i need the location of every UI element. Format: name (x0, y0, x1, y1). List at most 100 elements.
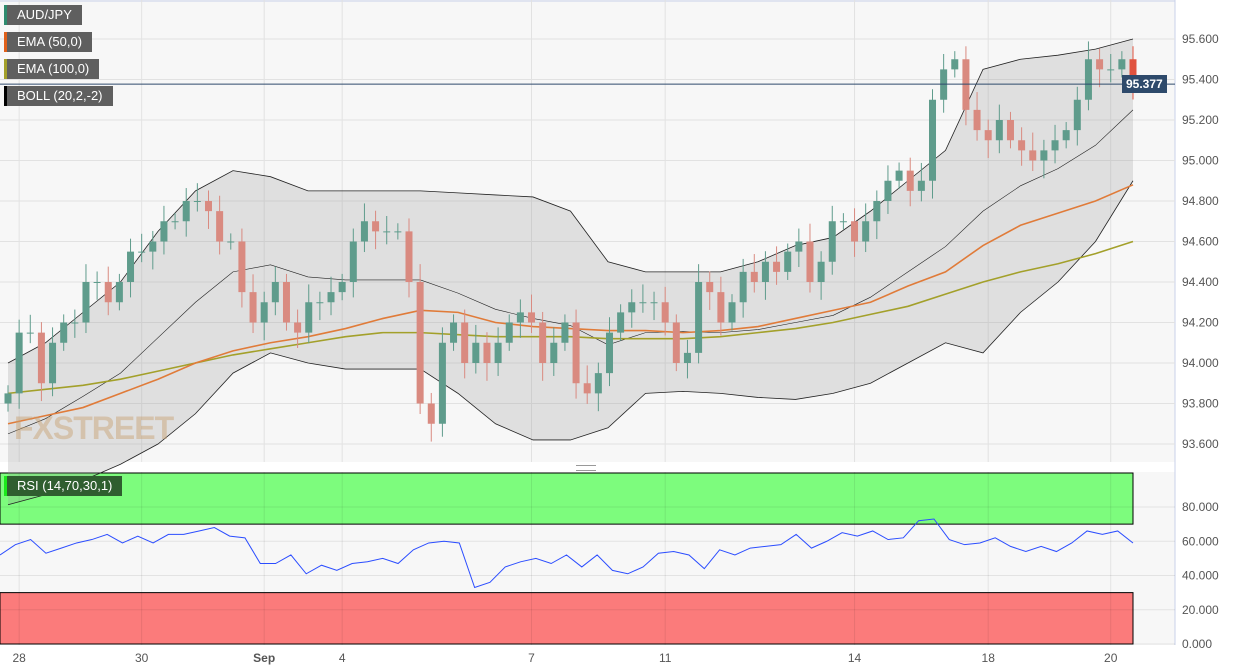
candle-body (93, 282, 101, 283)
y-tick-label: 95.600 (1182, 32, 1219, 46)
candle-body (505, 322, 513, 343)
candle-body (806, 241, 814, 282)
x-tick-label: Sep (253, 651, 275, 665)
candle-body (182, 201, 190, 222)
candle-body (160, 221, 168, 242)
candle-body (15, 332, 23, 394)
candle-body (327, 292, 335, 303)
y-tick-label: 94.200 (1182, 316, 1219, 330)
y-tick-label: 93.600 (1182, 437, 1219, 451)
candle-body (127, 251, 135, 282)
candle-body (828, 221, 836, 262)
candle-body (271, 282, 279, 303)
candle-body (316, 302, 324, 304)
x-tick-label: 14 (848, 651, 862, 665)
candle-body (115, 282, 123, 303)
candle-body (450, 322, 458, 343)
candle-body (282, 282, 290, 323)
candle-body (360, 221, 368, 242)
x-tick-label: 7 (528, 651, 535, 665)
candle-body (238, 241, 246, 293)
candle-body (26, 332, 34, 334)
candle-body (104, 282, 112, 303)
candle-body (717, 292, 725, 323)
legend-boll[interactable]: BOLL (20,2,-2) (4, 86, 113, 106)
candle-body (873, 201, 881, 222)
candle-body (817, 261, 825, 282)
candle-body (706, 282, 714, 293)
candle-body (951, 59, 959, 70)
bollinger-lower (7, 180, 1134, 506)
candle-body (539, 322, 547, 363)
y-tick-label: 95.400 (1182, 73, 1219, 87)
candle-body (472, 342, 480, 363)
candle-body (895, 170, 903, 181)
candle-body (1084, 59, 1092, 100)
legend-symbol[interactable]: AUD/JPY (4, 5, 82, 25)
candle-body (862, 221, 870, 242)
candle-body (37, 332, 45, 384)
candle-body (528, 312, 536, 323)
candle-body (672, 322, 680, 363)
candle-body (661, 302, 669, 323)
x-tick-label: 18 (982, 651, 996, 665)
candle-body (995, 120, 1003, 141)
rsi-overbought-zone (0, 472, 1134, 525)
candle-body (494, 342, 502, 363)
y-tick-label: 95.200 (1182, 113, 1219, 127)
candle-body (171, 221, 179, 223)
candle-body (683, 352, 691, 363)
candle-body (795, 241, 803, 252)
current-price-label: 95.377 (1122, 75, 1167, 94)
candle-body (695, 282, 703, 353)
candle-body (249, 292, 257, 323)
candle-body (193, 201, 201, 202)
candle-body (60, 322, 68, 343)
candle-body (917, 180, 925, 191)
bollinger-middle (7, 109, 1134, 435)
y-tick-label: 94.600 (1182, 235, 1219, 249)
candle-body (4, 393, 12, 404)
candle-body (906, 170, 914, 191)
candle-body (583, 383, 591, 394)
candle-body (550, 342, 558, 363)
candle-body (1129, 59, 1137, 85)
candle-body (1118, 59, 1126, 70)
candle-body (394, 231, 402, 233)
legend-rsi[interactable]: RSI (14,70,30,1) (4, 476, 123, 496)
fxstreet-watermark: FXSTREET (14, 410, 174, 446)
rsi-tick-label: 80.000 (1182, 500, 1219, 514)
candle-body (516, 312, 524, 323)
candle-body (1018, 140, 1026, 151)
legend-ema100[interactable]: EMA (100,0) (4, 59, 100, 79)
rsi-tick-label: 0.000 (1182, 637, 1212, 651)
candle-body (761, 261, 769, 282)
candle-body (349, 241, 357, 282)
candle-body (561, 322, 569, 343)
candle-body (372, 221, 380, 232)
candle-body (639, 302, 647, 304)
legend-ema50[interactable]: EMA (50,0) (4, 32, 93, 52)
rsi-line (0, 518, 1134, 589)
candle-body (1073, 99, 1081, 131)
candle-body (1040, 150, 1048, 161)
candle-body (973, 109, 981, 131)
candle-body (617, 312, 625, 333)
candle-body (149, 241, 157, 252)
x-tick-label: 28 (12, 651, 26, 665)
candle-body (1096, 59, 1104, 70)
candle-body (784, 251, 792, 272)
candle-body (739, 271, 747, 303)
candle-body (204, 201, 212, 212)
candle-body (1062, 130, 1070, 141)
pane-resize-handle[interactable] (576, 465, 596, 471)
candle-body (728, 302, 736, 323)
x-tick-label: 4 (339, 651, 346, 665)
candle-body (82, 282, 90, 323)
ema50-line (7, 184, 1134, 425)
candle-body (1006, 120, 1014, 141)
rsi-tick-label: 60.000 (1182, 534, 1219, 548)
candle-body (461, 322, 469, 363)
y-tick-label: 94.000 (1182, 356, 1219, 370)
